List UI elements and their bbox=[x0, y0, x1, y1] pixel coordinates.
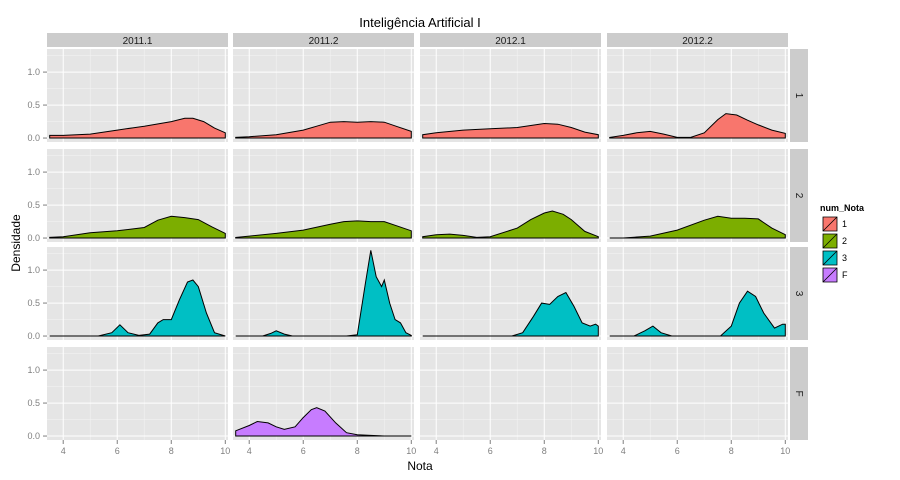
x-tick-label: 10 bbox=[406, 446, 416, 456]
row-strip-label: 1 bbox=[793, 93, 804, 99]
row-strip-label: 3 bbox=[793, 291, 804, 297]
x-tick-label: 6 bbox=[675, 446, 680, 456]
x-tick-label: 8 bbox=[169, 446, 174, 456]
y-tick-label: 0.0 bbox=[27, 133, 40, 143]
y-tick-label: 1.0 bbox=[27, 365, 40, 375]
density-area-3-2011-2 bbox=[235, 250, 412, 337]
panel-background bbox=[607, 347, 788, 440]
column-strip-label: 2011.2 bbox=[309, 36, 339, 47]
legend-label-2: 2 bbox=[842, 236, 847, 246]
x-tick-label: 6 bbox=[301, 446, 306, 456]
density-area-3-2012-2 bbox=[609, 290, 786, 337]
panel-background bbox=[47, 347, 228, 440]
x-tick-label: 6 bbox=[115, 446, 120, 456]
y-tick-label: 1.0 bbox=[27, 265, 40, 275]
legend-label-f: F bbox=[842, 270, 848, 280]
density-area-3-2011-1 bbox=[49, 279, 226, 337]
panel-background bbox=[420, 49, 601, 142]
row-strip bbox=[790, 347, 808, 440]
x-tick-label: 8 bbox=[729, 446, 734, 456]
legend-key-f bbox=[822, 267, 838, 283]
y-axis-title: Densidade bbox=[9, 214, 23, 272]
x-tick-label: 8 bbox=[355, 446, 360, 456]
x-tick-label: 4 bbox=[247, 446, 252, 456]
density-area-1-2012-1 bbox=[422, 122, 599, 139]
x-tick-label: 4 bbox=[621, 446, 626, 456]
facet-panels: 2011.1 2011.2 2012.1 2012.2 1 2 3 F 0.0 0.5 1.0 0.0… bbox=[27, 33, 808, 456]
column-strip-label: 2012.1 bbox=[495, 36, 526, 47]
y-tick-label: 0.5 bbox=[27, 298, 40, 308]
density-area-2-2012-2 bbox=[609, 215, 786, 239]
row-strip-label: 2 bbox=[793, 193, 804, 199]
y-tick-label: 0.5 bbox=[27, 398, 40, 408]
x-tick-label: 6 bbox=[488, 446, 493, 456]
y-tick-label: 0.0 bbox=[27, 431, 40, 441]
x-axis-title: Nota bbox=[407, 459, 433, 473]
x-tick-label: 8 bbox=[542, 446, 547, 456]
legend-key-1 bbox=[822, 216, 838, 232]
y-tick-label: 0.0 bbox=[27, 233, 40, 243]
legend-title: num_Nota bbox=[820, 203, 865, 213]
row-strip bbox=[790, 149, 808, 242]
density-area-1-2011-2 bbox=[235, 121, 412, 139]
column-strip bbox=[420, 33, 601, 47]
column-strip-label: 2012.2 bbox=[682, 36, 713, 47]
y-tick-label: 1.0 bbox=[27, 167, 40, 177]
chart-title: Inteligência Artificial I bbox=[359, 15, 480, 30]
legend: num_Nota 1 2 3 F bbox=[820, 203, 865, 284]
density-area-3-2012-1 bbox=[422, 291, 599, 337]
legend-key-3 bbox=[822, 250, 838, 266]
legend-label-1: 1 bbox=[842, 219, 847, 229]
x-tick-label: 10 bbox=[780, 446, 790, 456]
x-tick-label: 10 bbox=[220, 446, 230, 456]
column-strip-label: 2011.1 bbox=[123, 36, 153, 47]
legend-key-2 bbox=[822, 233, 838, 249]
x-tick-label: 4 bbox=[61, 446, 66, 456]
row-strip bbox=[790, 49, 808, 142]
y-tick-label: 1.0 bbox=[27, 67, 40, 77]
row-strip-label: F bbox=[793, 390, 804, 396]
density-area-2-2011-2 bbox=[235, 220, 412, 239]
density-area-f-2011-2 bbox=[235, 407, 412, 437]
density-area-2-2011-1 bbox=[49, 215, 226, 239]
y-tick-label: 0.5 bbox=[27, 100, 40, 110]
y-tick-label: 0.5 bbox=[27, 200, 40, 210]
density-area-2-2012-1 bbox=[422, 210, 599, 239]
density-area-1-2011-1 bbox=[49, 117, 226, 139]
panel-background bbox=[420, 347, 601, 440]
x-tick-label: 10 bbox=[593, 446, 603, 456]
column-strip bbox=[233, 33, 414, 47]
x-tick-label: 4 bbox=[434, 446, 439, 456]
column-strip bbox=[607, 33, 788, 47]
density-area-1-2012-2 bbox=[609, 113, 786, 139]
column-strip bbox=[47, 33, 228, 47]
row-strip bbox=[790, 247, 808, 340]
legend-label-3: 3 bbox=[842, 253, 847, 263]
y-tick-label: 0.0 bbox=[27, 331, 40, 341]
